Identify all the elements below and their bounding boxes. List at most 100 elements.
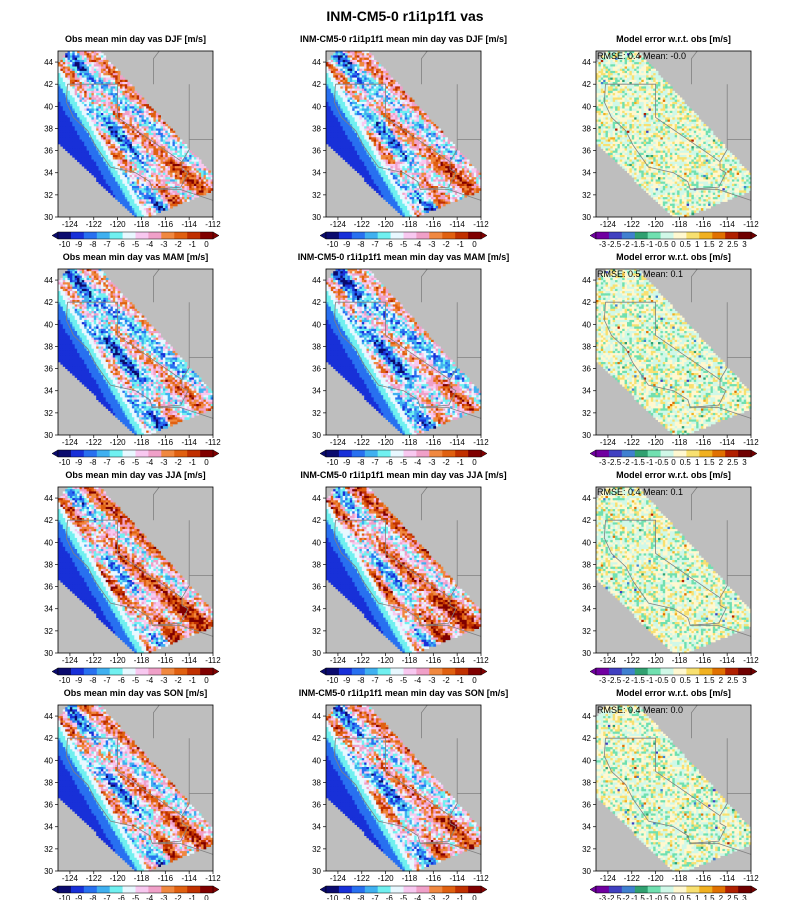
field-cell [367,109,370,112]
field-cell [388,75,391,78]
field-cell [352,75,355,78]
field-cell [120,157,123,160]
field-cell [101,91,104,94]
colorbar-segment [200,232,213,239]
field-cell [326,75,329,78]
field-cell [99,142,102,145]
field-cell [87,75,90,78]
field-cell [72,155,75,158]
field-cell [87,124,90,127]
field-cell [130,157,133,160]
field-cell [103,75,106,78]
field-cell [130,210,133,213]
field-cell [75,109,78,112]
field-cell [405,109,408,112]
field-cell [194,190,197,193]
colorbar-tick-label: -10 [59,240,71,249]
field-cell [106,188,109,191]
field-cell [146,190,149,193]
field-cell [63,109,66,112]
field-cell [374,91,377,94]
field-cell [407,157,410,160]
field-cell [108,142,111,145]
field-cell [168,142,171,145]
field-cell [113,190,116,193]
field-cell [113,195,116,198]
field-cell [122,204,125,207]
field-cell [137,142,140,145]
field-cell [91,91,94,94]
field-cell [455,157,458,160]
field-cell [352,166,355,169]
field-cell [91,157,94,160]
field-cell [376,142,379,145]
field-cell [146,208,149,211]
y-tick-label: 32 [44,191,53,200]
field-cell [374,109,377,112]
field-cell [125,109,128,112]
field-cell [130,175,133,178]
field-cell [149,142,152,145]
field-cell [405,157,408,160]
field-cell [343,75,346,78]
colorbar: -10 -9 -8 -7 -6 -5 -4 -3 -2 -1 0 [52,232,219,249]
field-cell [139,109,142,112]
field-cell [407,142,410,145]
field-cell [376,75,379,78]
field-cell [192,197,195,200]
field-cell [419,109,422,112]
field-cell [106,157,109,160]
field-cell [352,124,355,127]
field-cell [398,91,401,94]
field-cell [340,109,343,112]
field-cell [89,171,92,174]
field-cell [91,75,94,78]
field-cell [125,206,128,209]
field-cell [163,175,166,178]
field-cell [417,157,420,160]
field-cell [146,142,149,145]
field-cell [196,190,199,193]
field-cell [400,124,403,127]
field-cell [182,175,185,178]
field-cell [343,91,346,94]
field-cell [149,157,152,160]
field-cell [163,208,166,211]
field-cell [208,175,211,178]
field-cell [63,146,66,149]
field-cell [125,142,128,145]
field-cell [122,142,125,145]
field-cell [429,124,432,127]
field-cell [89,142,92,145]
field-cell [201,190,204,193]
field-cell [84,157,87,160]
field-cell [431,124,434,127]
field-cell [161,190,164,193]
field-cell [388,91,391,94]
field-cell [103,142,106,145]
field-cell [412,124,415,127]
field-cell [91,109,94,112]
field-cell [381,142,384,145]
field-cell [89,91,92,94]
field-cell [75,124,78,127]
field-cell [101,175,104,178]
field-cell [352,58,355,61]
field-cell [376,109,379,112]
field-cell [113,75,116,78]
field-cell [146,124,149,127]
field-cell [355,91,358,94]
field-cell [103,58,106,61]
field-cell [161,142,164,145]
field-cell [77,160,80,163]
field-cell [376,157,379,160]
field-cell [168,206,171,209]
field-cell [58,75,61,78]
field-cell [134,190,137,193]
field-cell [369,58,372,61]
field-cell [84,142,87,145]
field-cell [87,142,90,145]
field-cell [118,91,121,94]
field-cell [165,124,168,127]
field-cell [336,151,339,154]
